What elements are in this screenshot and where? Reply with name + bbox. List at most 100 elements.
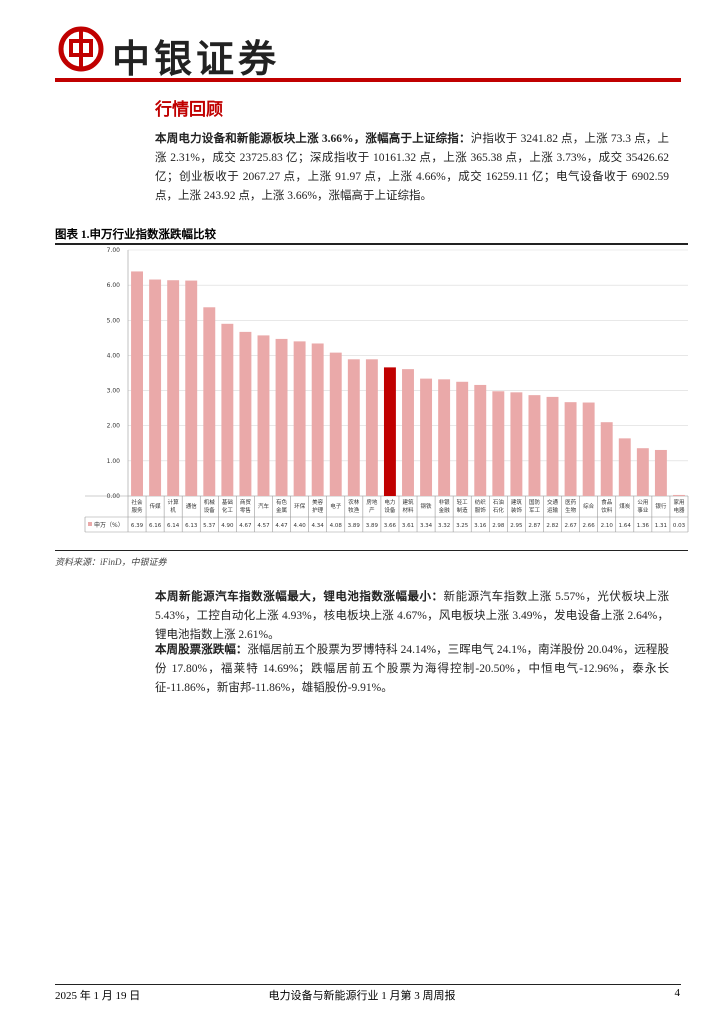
x-tick-label: 电力设备 [384, 498, 396, 514]
x-tick-label: 食品饮料 [601, 498, 613, 514]
value-label: 2.66 [583, 523, 596, 529]
x-tick-label: 计算机 [168, 498, 180, 514]
x-tick-label: 家用电器 [673, 498, 685, 514]
x-tick-label: 医药生物 [565, 498, 577, 514]
x-tick-label: 基础化工 [222, 498, 234, 514]
value-label: 4.67 [239, 523, 252, 529]
lead: 本周新能源汽车指数涨幅最大，锂电池指数涨幅最小： [155, 591, 444, 603]
footer-date: 2025 年 1 月 19 日 [55, 990, 141, 1002]
legend-label: 申万（%） [94, 521, 124, 529]
footer-report: 电力设备与新能源行业 1 月第 3 周周报 [268, 990, 456, 1002]
value-label: 4.90 [221, 523, 234, 529]
bar [654, 449, 667, 496]
bar [438, 379, 451, 496]
bar [221, 323, 234, 496]
text: 沪指收于 3241.82 点，上涨 73.3 点，上涨 2.31%，成交 237… [155, 133, 670, 202]
x-tick-label: 轻工制造 [457, 498, 469, 514]
x-tick-label: 交通运输 [547, 498, 559, 514]
value-label: 3.89 [348, 523, 361, 529]
y-tick-label: 7.00 [107, 247, 121, 254]
x-tick-label: 国防军工 [529, 498, 541, 514]
value-label: 6.14 [167, 523, 180, 529]
x-tick-label: 有色金属 [276, 498, 288, 514]
bar [203, 307, 216, 496]
x-tick-label: 纺织服饰 [475, 498, 487, 514]
bar [546, 396, 559, 496]
bar [311, 343, 324, 496]
value-label: 6.16 [149, 523, 162, 529]
source: 资料来源：iFinD，中银证券 [55, 557, 167, 567]
logo-text: 中银证券 [112, 39, 281, 81]
bar [347, 359, 360, 496]
value-label: 3.16 [474, 523, 487, 529]
header-rule [55, 78, 681, 82]
value-label: 2.67 [564, 523, 577, 529]
legend-swatch [88, 522, 92, 526]
chart-title: 图表 1.申万行业指数涨跌幅比较 [55, 229, 216, 241]
y-tick-label: 2.00 [107, 423, 121, 430]
x-tick-label: 石油石化 [493, 498, 505, 514]
bar [239, 331, 252, 496]
bar [673, 494, 685, 496]
y-tick-label: 4.00 [107, 352, 121, 359]
bar [293, 341, 306, 496]
paragraph: 本周股票涨跌幅：涨幅居前五个股票为罗博特科 24.14%，三晖电气 24.1%，… [155, 641, 669, 698]
x-tick-label: 建筑装饰 [511, 498, 523, 514]
y-tick-label: 1.00 [107, 458, 121, 465]
bar [383, 367, 396, 496]
section-title: 行情回顾 [155, 100, 223, 119]
bar [582, 402, 595, 496]
value-label: 6.39 [131, 523, 144, 529]
value-label: 2.10 [601, 523, 614, 529]
value-label: 2.87 [528, 523, 541, 529]
y-tick-label: 5.00 [107, 317, 121, 324]
footer-rule [55, 984, 681, 985]
value-label: 5.37 [203, 523, 216, 529]
bar [600, 422, 613, 496]
value-label: 0.03 [673, 523, 686, 529]
x-tick-label: 汽车 [258, 502, 270, 510]
value-label: 3.34 [420, 523, 433, 529]
value-label: 6.13 [185, 523, 198, 529]
lead: 本周股票涨跌幅： [155, 644, 248, 656]
x-tick-label: 机械设备 [204, 498, 216, 514]
x-tick-label: 银行 [655, 502, 667, 510]
x-tick-label: 传媒 [150, 502, 162, 510]
bar [636, 448, 649, 496]
bar [275, 338, 288, 496]
chart: 0.00 1.00 2.00 3.00 4.00 5.00 6.00 7.00 申万（%） 社会服… [84, 247, 689, 533]
value-label: 3.89 [366, 523, 379, 529]
bar [365, 359, 378, 496]
x-tick-label: 商贸零售 [240, 498, 252, 514]
x-tick-label: 农林牧渔 [348, 498, 360, 514]
x-tick-label: 电子 [330, 502, 342, 510]
y-tick-label: 6.00 [107, 282, 121, 289]
bar [618, 438, 631, 496]
value-label: 1.64 [619, 523, 632, 529]
x-tick-label: 建筑材料 [402, 498, 414, 514]
bar [185, 280, 198, 496]
paragraph: 本周新能源汽车指数涨幅最大，锂电池指数涨幅最小：新能源汽车指数上涨 5.57%，… [155, 588, 669, 645]
x-tick-label: 环保 [294, 502, 306, 510]
bar [528, 395, 541, 496]
text: 新能源汽车指数上涨 5.57%，光伏板块上涨 5.43%，工控自动化上涨 4.9… [155, 591, 670, 641]
x-tick-label: 钢铁 [421, 502, 433, 510]
bar [257, 335, 270, 496]
text: 涨幅居前五个股票为罗博特科 24.14%，三晖电气 24.1%，南洋股份 20.… [155, 644, 669, 694]
value-label: 4.47 [275, 523, 288, 529]
value-label: 4.08 [330, 523, 343, 529]
value-label: 2.98 [492, 523, 505, 529]
chart-rule [55, 243, 688, 245]
x-tick-label: 房地产 [366, 498, 378, 514]
value-label: 3.32 [438, 523, 450, 529]
paragraph: 本周电力设备和新能源板块上涨 3.66%，涨幅高于上证综指：沪指收于 3241.… [155, 130, 669, 206]
value-label: 1.36 [637, 523, 650, 529]
value-label: 2.82 [546, 523, 558, 529]
value-label: 4.34 [312, 523, 325, 529]
bar [329, 352, 342, 496]
bar [510, 392, 523, 496]
bar [420, 378, 433, 496]
value-label: 3.61 [402, 523, 414, 529]
x-tick-label: 综合 [583, 502, 595, 510]
